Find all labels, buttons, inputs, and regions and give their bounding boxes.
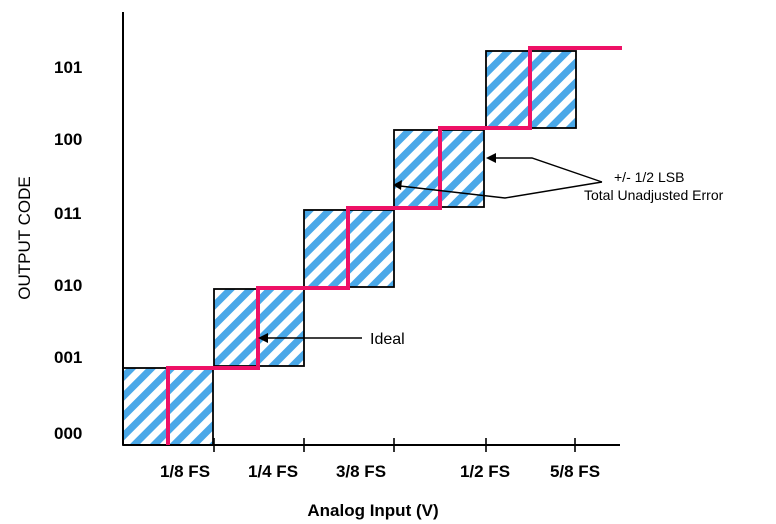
error-label-line2: Total Unadjusted Error [584,187,724,203]
ideal-label: Ideal [370,331,405,348]
y-tick-label: 100 [54,130,82,149]
x-tick-label: 1/2 FS [460,462,510,481]
y-tick-label: 000 [54,424,82,443]
x-tick-marks [213,438,576,452]
y-tick-label: 101 [54,58,82,77]
x-tick-label: 3/8 FS [336,462,386,481]
error-label-line1: +/- 1/2 LSB [614,169,684,185]
y-tick-label: 010 [54,276,82,295]
error-annotation: +/- 1/2 LSB Total Unadjusted Error [393,153,724,203]
ideal-annotation: Ideal [258,331,405,348]
x-tick-label: 1/8 FS [160,462,210,481]
y-tick-label: 011 [54,204,81,223]
ideal-transfer-line [166,46,622,445]
x-tick-label: 1/4 FS [248,462,298,481]
y-tick-label: 001 [54,348,82,367]
y-axis-title: OUTPUT CODE [15,176,34,299]
x-axis-title: Analog Input (V) [307,501,438,520]
x-tick-label: 5/8 FS [550,462,600,481]
